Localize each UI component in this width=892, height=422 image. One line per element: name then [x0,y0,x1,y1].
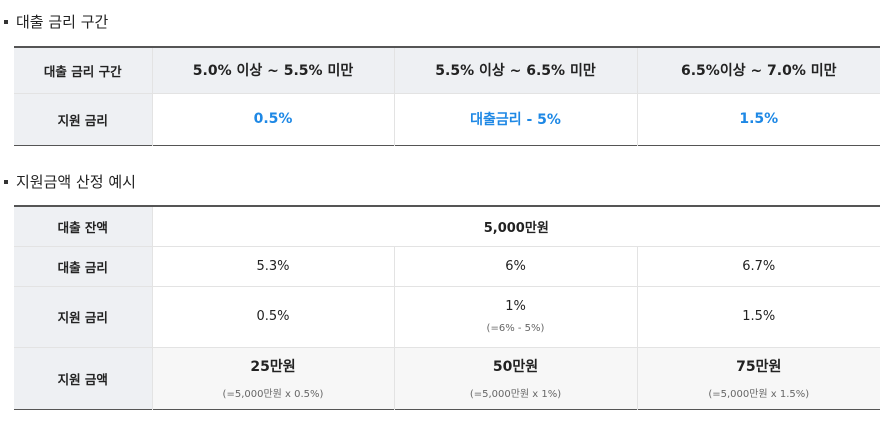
amount-value: 75만원 [736,359,782,375]
amount-note: (=5,000만원 x 1.5%) [708,389,810,400]
table-row: 지원 금액 25만원 (=5,000만원 x 0.5%) 50만원 (=5,00… [14,347,881,409]
bullet-icon [4,179,8,184]
range-cell: 5.5% 이상 ~ 6.5% 미만 [393,47,637,94]
row-header-amount: 지원 금액 [14,347,153,409]
section-title-rate-range: 대출 금리 구간 [4,11,108,32]
range-cell: 5.0% 이상 ~ 5.5% 미만 [152,47,394,94]
bullet-icon [4,19,8,24]
table-row: 대출 금리 5.3% 6% 6.7% [14,246,881,287]
loan-rate-cell: 5.3% [152,246,394,287]
amount-cell: 75만원 (=5,000만원 x 1.5%) [636,347,881,409]
amount-note: (=5,000만원 x 0.5%) [222,389,324,400]
row-header-balance: 대출 잔액 [14,206,153,247]
support-rate-value: 1% [505,299,526,314]
amount-value: 50만원 [492,359,539,375]
balance-value: 5,000만원 [152,206,881,247]
amount-cell: 50만원 (=5,000만원 x 1%) [393,347,637,409]
section-title-text: 대출 금리 구간 [16,13,109,31]
support-rate-cell-with-note: 1% (=6% - 5%) [393,286,637,348]
support-rate-cell: 1.5% [636,286,881,348]
amount-cell: 25만원 (=5,000만원 x 0.5%) [152,347,394,409]
table-row: 대출 금리 구간 5.0% 이상 ~ 5.5% 미만 5.5% 이상 ~ 6.5… [14,47,880,94]
support-rate-note: (=6% - 5%) [486,323,545,334]
rate-range-table: 대출 금리 구간 5.0% 이상 ~ 5.5% 미만 5.5% 이상 ~ 6.5… [14,46,880,146]
row-header-loan-rate: 대출 금리 [14,246,153,287]
row-header-rate-range: 대출 금리 구간 [14,47,153,94]
section-title-support-example: 지원금액 산정 예시 [4,171,136,192]
range-cell: 6.5%이상 ~ 7.0% 미만 [636,47,880,94]
row-header-support-rate: 지원 금리 [14,93,153,145]
support-rate-cell: 0.5% [152,286,394,348]
loan-rate-cell: 6.7% [636,246,881,287]
loan-rate-cell: 6% [393,246,637,287]
table-row: 지원 금리 0.5% 1% (=6% - 5%) 1.5% [14,286,881,348]
section-title-text: 지원금액 산정 예시 [16,173,136,191]
support-rate-cell: 1.5% [636,93,880,145]
support-rate-cell: 대출금리 - 5% [393,93,637,145]
table-row: 대출 잔액 5,000만원 [14,206,881,247]
table-row: 지원 금리 0.5% 대출금리 - 5% 1.5% [14,93,880,145]
amount-value: 25만원 [250,359,296,375]
support-rate-cell: 0.5% [253,111,293,127]
support-example-table: 대출 잔액 5,000만원 대출 금리 5.3% 6% 6.7% 지원 금리 0… [14,205,881,410]
row-header-support-rate: 지원 금리 [14,286,153,348]
amount-note: (=5,000만원 x 1%) [469,389,562,400]
